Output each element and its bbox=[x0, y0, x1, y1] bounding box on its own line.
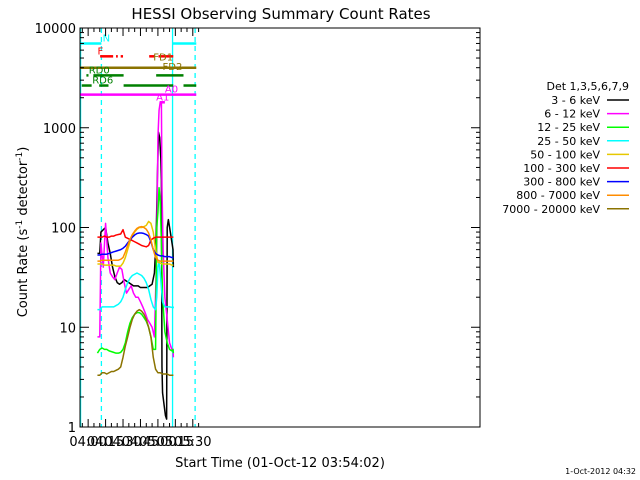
series-line-1 bbox=[97, 101, 175, 358]
y-axis: 1 10 100 1000 10000 bbox=[35, 22, 480, 436]
x-tick-label-5: 05:15 bbox=[157, 435, 194, 450]
series-line-7 bbox=[97, 225, 174, 262]
series-line-8 bbox=[97, 308, 174, 377]
flag-label-1: F bbox=[97, 46, 103, 57]
annotation-1: FD2 bbox=[163, 62, 183, 73]
y-tick-label-3: 1000 bbox=[43, 122, 76, 137]
y-axis-label-main: Count Rate (s bbox=[16, 229, 31, 318]
flag-bars bbox=[80, 42, 197, 104]
legend-label-0: 3 - 6 keV bbox=[551, 94, 600, 107]
y-axis-label-end: ) bbox=[16, 147, 31, 152]
series-line-2 bbox=[96, 187, 175, 354]
x-tick-label-1: 04:15 bbox=[87, 435, 124, 450]
footer-timestamp: 1-Oct-2012 04:32 bbox=[565, 467, 636, 476]
annotation-2: A0 bbox=[165, 85, 178, 96]
y-tick-label-4: 10000 bbox=[35, 22, 76, 37]
x-tick-label-4: 05:00 bbox=[139, 435, 176, 450]
series-lines bbox=[96, 101, 175, 420]
annotation-0: FD1 bbox=[153, 53, 173, 64]
legend-label-3: 25 - 50 keV bbox=[537, 135, 600, 148]
legend-label-7: 800 - 7000 keV bbox=[516, 189, 600, 202]
flag-label-0: N bbox=[103, 33, 110, 44]
y-axis-label: Count Rate (s-1 detector-1) bbox=[15, 147, 31, 318]
x-tick-label-3: 04:45 bbox=[122, 435, 159, 450]
flag-label-3: RD0 bbox=[89, 65, 110, 76]
flag-label-6: A1 bbox=[156, 92, 169, 103]
legend-title: Det 1,3,5,6,7,9 bbox=[546, 80, 629, 93]
y-axis-label-sup2: -1 bbox=[15, 152, 25, 161]
flag-label-4: RD6 bbox=[92, 76, 113, 87]
series-line-6 bbox=[97, 232, 174, 259]
x-tick-label-6: 05:30 bbox=[174, 435, 211, 450]
y-tick-label-2: 100 bbox=[51, 222, 76, 237]
legend-label-6: 300 - 800 keV bbox=[523, 176, 600, 189]
y-axis-label-mid: detector bbox=[16, 160, 31, 220]
legend-label-2: 12 - 25 keV bbox=[537, 121, 600, 134]
legend-label-1: 6 - 12 keV bbox=[544, 108, 600, 121]
legend-label-4: 50 - 100 keV bbox=[530, 148, 600, 161]
legend-label-5: 100 - 300 keV bbox=[523, 162, 600, 175]
series-line-3 bbox=[97, 261, 175, 311]
legend-label-8: 7000 - 20000 keV bbox=[502, 203, 600, 216]
y-tick-label-1: 10 bbox=[59, 321, 76, 336]
chart-title: HESSI Observing Summary Count Rates bbox=[131, 5, 430, 23]
x-tick-label-0: 04:00 bbox=[69, 435, 106, 450]
x-axis-label: Start Time (01-Oct-12 03:54:02) bbox=[175, 456, 385, 471]
x-tick-label-2: 04:30 bbox=[104, 435, 141, 450]
series-line-5 bbox=[97, 228, 174, 248]
y-axis-label-sup1: -1 bbox=[15, 220, 25, 229]
y-tick-label-0: 1 bbox=[68, 421, 76, 436]
